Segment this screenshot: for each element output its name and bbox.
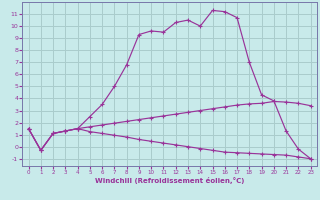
X-axis label: Windchill (Refroidissement éolien,°C): Windchill (Refroidissement éolien,°C) [95,177,244,184]
